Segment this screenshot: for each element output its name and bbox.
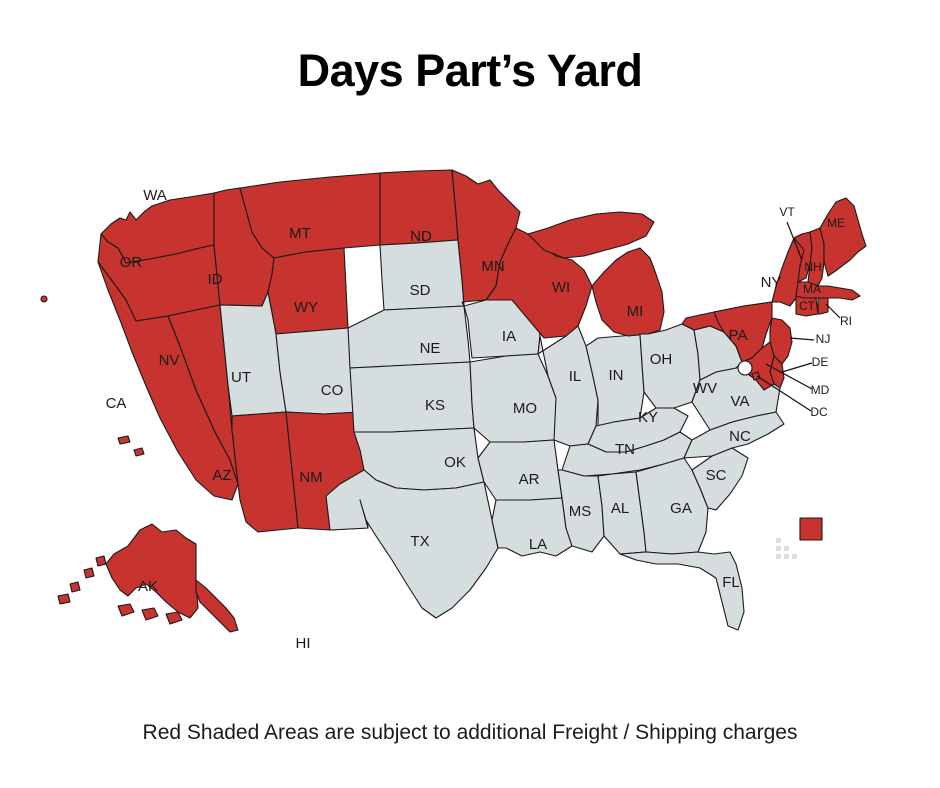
state-shape-LA [491,497,573,557]
state-shape-MI-up [527,211,655,259]
state-shape-AR [477,439,563,501]
offshore-dot-west [40,295,48,303]
territory-dot-1 [776,538,781,543]
leader-line-DE [781,362,813,373]
leader-line-DC [756,375,812,412]
state-shape-NJ [769,317,793,365]
state-shape-TX [325,469,499,619]
state-shape-AK-a5 [117,603,135,617]
state-label-DC: DC [810,405,828,419]
state-shape-VT [793,231,813,283]
state-label-WA: WA [143,187,167,204]
us-choropleth-map: WA OR CA NV ID MT WY UT CO AZ NM ND SD NE KS OK TX MN IA MO… [0,140,940,700]
state-shapes-group [40,169,867,633]
state-shape-NH [807,227,825,287]
state-shape-AK-a7 [165,611,183,625]
state-shape-DC [751,371,761,381]
state-label-CA: CA [106,395,127,412]
state-shape-ND [379,169,459,246]
map-caption: Red Shaded Areas are subject to addition… [142,721,798,744]
state-shape-AK-a2 [83,567,95,579]
state-shape-ME [819,197,867,277]
territory-dot-3 [784,546,789,551]
leader-line-VT [786,221,803,261]
territory-dot-4 [776,554,781,559]
state-label-RI: RI [840,314,852,328]
state-shape-AK-a1 [95,555,107,567]
state-shape-AK-pan [195,579,239,633]
state-shape-MI [591,247,665,337]
state-shape-AK-a4 [57,593,71,605]
territory-dot-5 [784,554,789,559]
leader-line-MD [765,363,813,390]
leader-line-RI [825,303,841,319]
state-label-NJ: NJ [816,332,831,346]
state-label-HI: HI [296,635,311,652]
state-shape-NE [347,305,471,369]
state-label-MD: MD [811,383,830,397]
state-shape-WY [267,247,349,335]
state-shape-CT [795,295,819,317]
leader-line-NJ [789,337,815,341]
state-label-DE: DE [812,355,829,369]
state-shape-NY [713,233,807,363]
territory-square [799,517,823,541]
state-shape-MT [239,172,381,259]
state-shape-AK-a6 [141,607,159,621]
state-shape-MA [795,281,861,301]
state-shape-CO [275,327,361,415]
state-shape-CA-isle1 [117,435,131,445]
state-shape-NC [683,411,785,459]
state-shape-CA [97,261,239,501]
state-shape-RI [817,297,829,315]
state-label-VT: VT [779,205,795,219]
chesapeake-circle [737,360,753,376]
state-shape-OH [639,323,701,409]
territory-dot-6 [792,554,797,559]
page-title: Days Part’s Yard [297,45,643,96]
state-shape-SD [379,239,465,311]
state-shape-AK-a3 [69,581,81,593]
state-shape-CA-isle2 [133,447,145,457]
leader-lines-group [737,221,841,412]
state-shape-KS [349,361,475,433]
state-shape-AK [105,523,199,619]
state-shape-FL [619,551,745,631]
state-shape-WI [485,227,593,339]
territory-dot-2 [776,546,781,551]
